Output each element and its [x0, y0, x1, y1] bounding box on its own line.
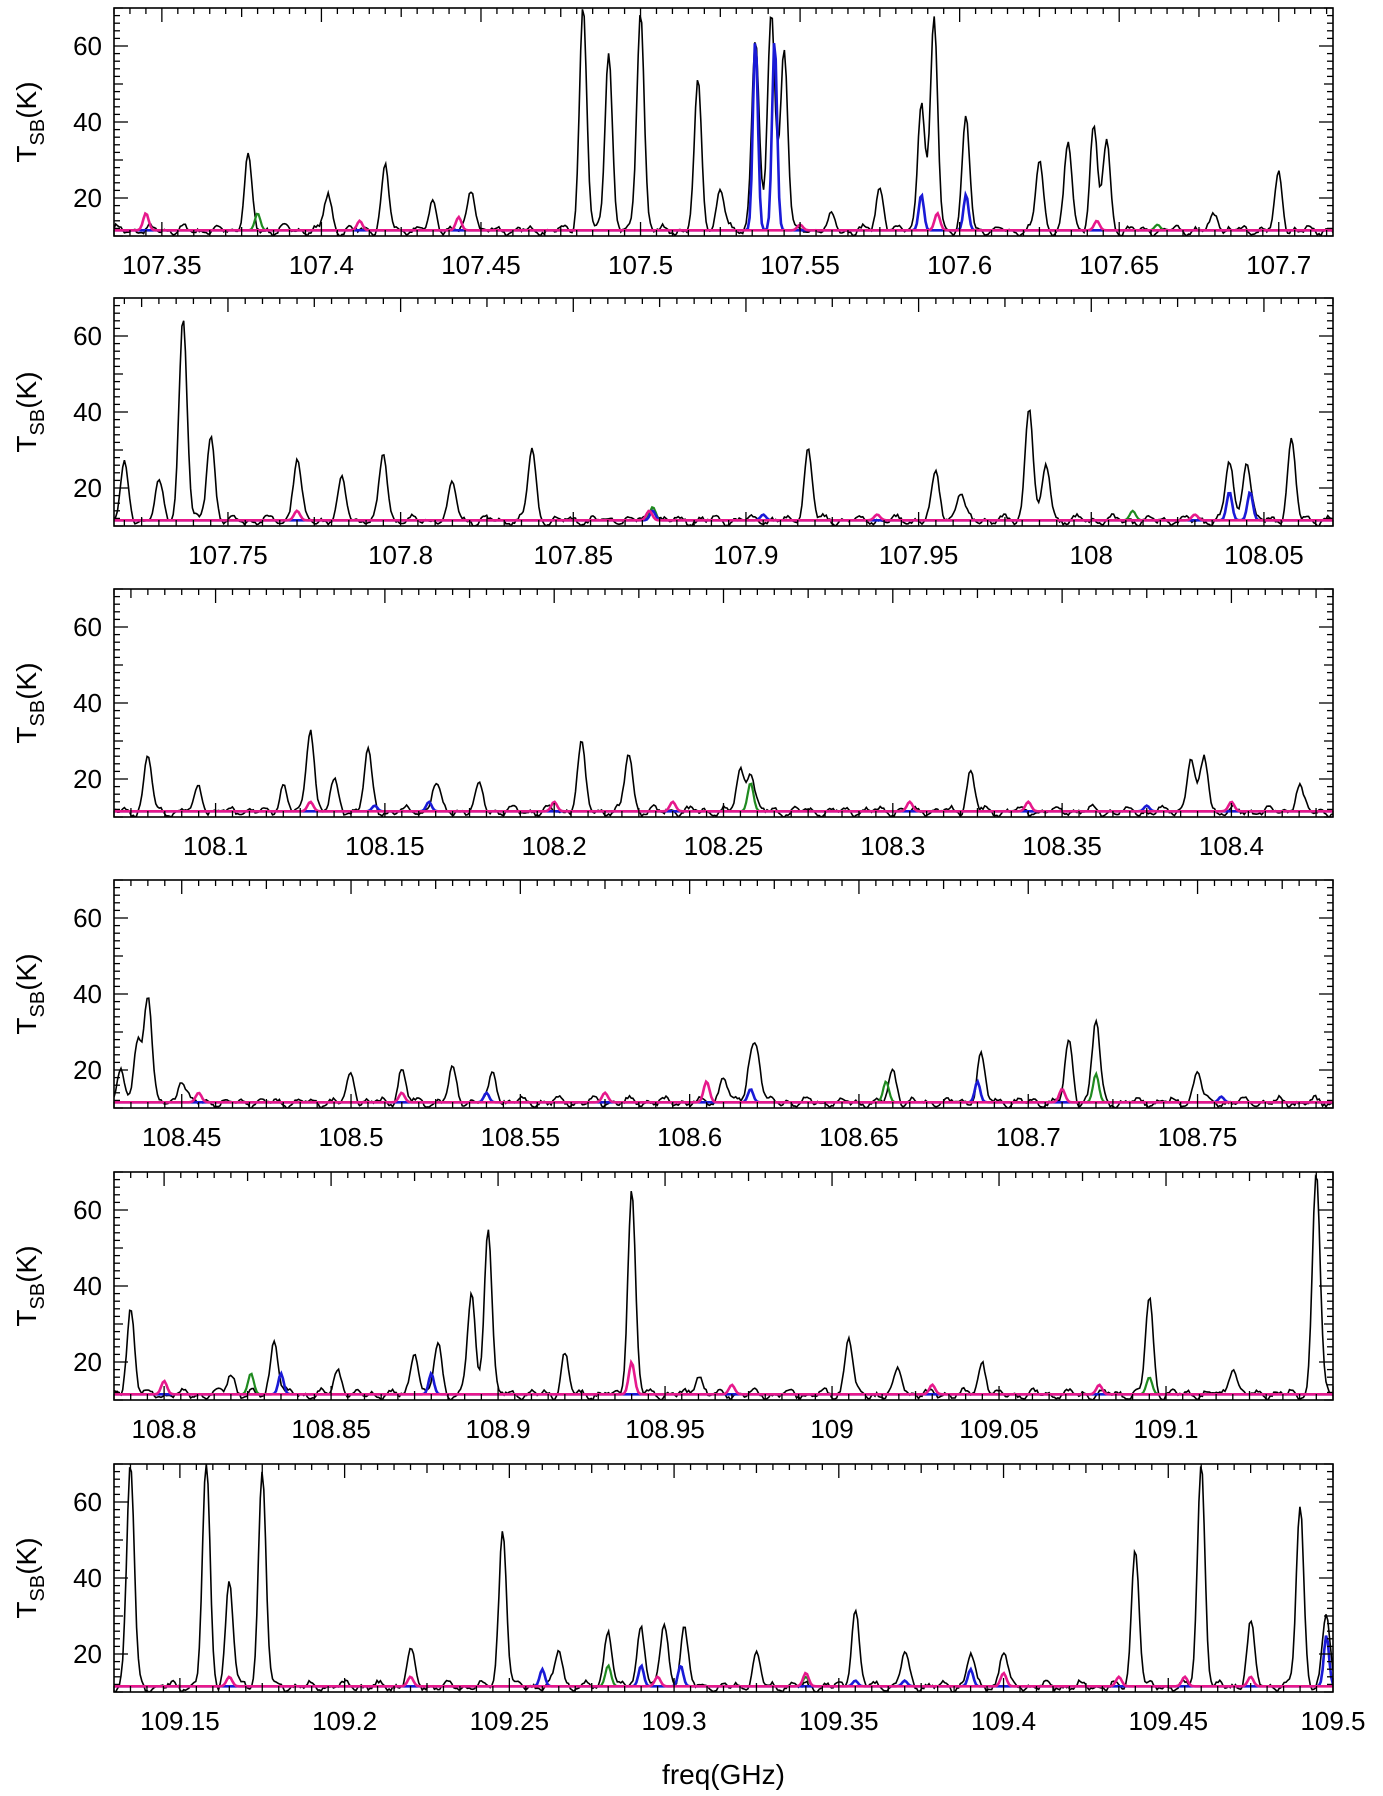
y-axis-label: TSB(K): [11, 371, 49, 452]
y-axis-label: TSB(K): [11, 81, 49, 162]
x-tick-label: 109.1: [1133, 1414, 1198, 1444]
y-axis-label: TSB(K): [11, 662, 49, 743]
y-tick-label: 40: [73, 107, 102, 137]
x-tick-label: 109.35: [799, 1706, 879, 1736]
green-model-line: [114, 1372, 1333, 1396]
x-tick-label: 107.55: [760, 250, 840, 280]
x-tick-label: 107.85: [534, 540, 614, 570]
green-model-line: [114, 212, 1333, 232]
blue-model-line: [114, 1370, 1333, 1396]
observed-line: [114, 997, 1333, 1108]
y-axis-label: TSB(K): [11, 1245, 49, 1326]
y-tick-label: 20: [73, 473, 102, 503]
x-tick-label: 108.4: [1199, 831, 1264, 861]
x-tick-label: 108.85: [291, 1414, 371, 1444]
y-tick-label: 60: [73, 321, 102, 351]
x-tick-label: 109.25: [470, 1706, 550, 1736]
y-tick-label: 40: [73, 1563, 102, 1593]
x-tick-label: 109.15: [140, 1706, 220, 1736]
x-tick-label: 109.4: [971, 1706, 1036, 1736]
panel-6: 20 40 60 109.15 109.2 109.25 109.3 109.35 109.4 1…: [11, 1463, 1366, 1736]
y-tick-label: 40: [73, 688, 102, 718]
x-tick-label: 108.2: [522, 831, 587, 861]
magenta-model-line: [114, 1358, 1333, 1396]
x-tick-label: 108.35: [1022, 831, 1102, 861]
x-tick-label: 108.75: [1158, 1122, 1238, 1152]
x-tick-label: 108.8: [132, 1414, 197, 1444]
x-tick-label: 109.2: [312, 1706, 377, 1736]
x-tick-label: 107.5: [608, 250, 673, 280]
x-tick-label: 109.05: [959, 1414, 1039, 1444]
x-tick-label: 109.5: [1300, 1706, 1365, 1736]
x-tick-label: 107.6: [927, 250, 992, 280]
magenta-model-line: [114, 1079, 1333, 1104]
panel-4: 20 40 60 108.45 108.5 108.55 108.6 108.65 108.7 1…: [11, 879, 1334, 1152]
y-tick-label: 60: [73, 1487, 102, 1517]
panel-frame: [113, 588, 1334, 818]
x-tick-label: 108.25: [684, 831, 764, 861]
panel-frame: [113, 1463, 1334, 1693]
panel-frame: [113, 879, 1334, 1109]
x-tick-label: 107.65: [1079, 250, 1159, 280]
panel-2: 20 40 60 107.75 107.8 107.85 107.9 107.95 108 108…: [11, 297, 1334, 570]
x-tick-label: 107.8: [368, 540, 433, 570]
observed-line: [114, 9, 1333, 236]
x-tick-label: 108.15: [345, 831, 425, 861]
observed-line: [114, 1464, 1333, 1692]
x-tick-label: 108.95: [625, 1414, 705, 1444]
x-tick-label: 109.45: [1129, 1706, 1209, 1736]
x-tick-label: 108.45: [142, 1122, 222, 1152]
y-tick-label: 20: [73, 1347, 102, 1377]
panel-3: 20 40 60 108.1 108.15 108.2 108.25 108.3 108.35 1…: [11, 588, 1334, 861]
x-tick-label: 108.7: [996, 1122, 1061, 1152]
x-tick-label: 107.9: [713, 540, 778, 570]
x-tick-label: 108.6: [657, 1122, 722, 1152]
y-tick-label: 60: [73, 903, 102, 933]
magenta-model-line: [114, 211, 1333, 232]
x-tick-label: 107.7: [1246, 250, 1311, 280]
x-tick-label: 107.35: [122, 250, 202, 280]
y-axis-label: TSB(K): [11, 953, 49, 1034]
x-axis-label: freq(GHz): [662, 1759, 785, 1790]
x-tick-label: 109: [810, 1414, 853, 1444]
y-tick-label: 40: [73, 397, 102, 427]
observed-line: [114, 1174, 1333, 1400]
x-tick-label: 108.3: [860, 831, 925, 861]
x-tick-label: 107.95: [879, 540, 959, 570]
x-tick-label: 107.4: [289, 250, 354, 280]
y-tick-label: 20: [73, 183, 102, 213]
panel-1: 20 40 60 107.35 107.4 107.45 107.5 107.55 107.6 1…: [11, 7, 1334, 280]
x-tick-label: 108.55: [481, 1122, 561, 1152]
y-tick-label: 60: [73, 1195, 102, 1225]
y-tick-label: 40: [73, 979, 102, 1009]
panel-5: 20 40 60 108.8 108.85 108.9 108.95 109 109.05 109…: [11, 1171, 1334, 1444]
y-tick-label: 40: [73, 1271, 102, 1301]
magenta-model-line: [114, 509, 1333, 522]
x-tick-label: 108.9: [466, 1414, 531, 1444]
x-tick-label: 108.05: [1224, 540, 1304, 570]
x-tick-label: 107.45: [441, 250, 521, 280]
y-axis-label: TSB(K): [11, 1537, 49, 1618]
y-tick-label: 60: [73, 31, 102, 61]
x-tick-label: 108.65: [819, 1122, 899, 1152]
x-tick-label: 107.75: [188, 540, 268, 570]
y-tick-label: 20: [73, 1055, 102, 1085]
y-tick-label: 20: [73, 1639, 102, 1669]
blue-model-line: [114, 1635, 1333, 1688]
panel-frame: [113, 297, 1334, 527]
x-tick-label: 108: [1070, 540, 1113, 570]
observed-line: [114, 320, 1333, 526]
x-tick-label: 109.3: [642, 1706, 707, 1736]
blue-model-line: [114, 1078, 1333, 1104]
x-tick-label: 108.5: [318, 1122, 383, 1152]
x-tick-label: 108.1: [183, 831, 248, 861]
y-tick-label: 60: [73, 612, 102, 642]
y-tick-label: 20: [73, 764, 102, 794]
panel-frame: [113, 1171, 1334, 1401]
